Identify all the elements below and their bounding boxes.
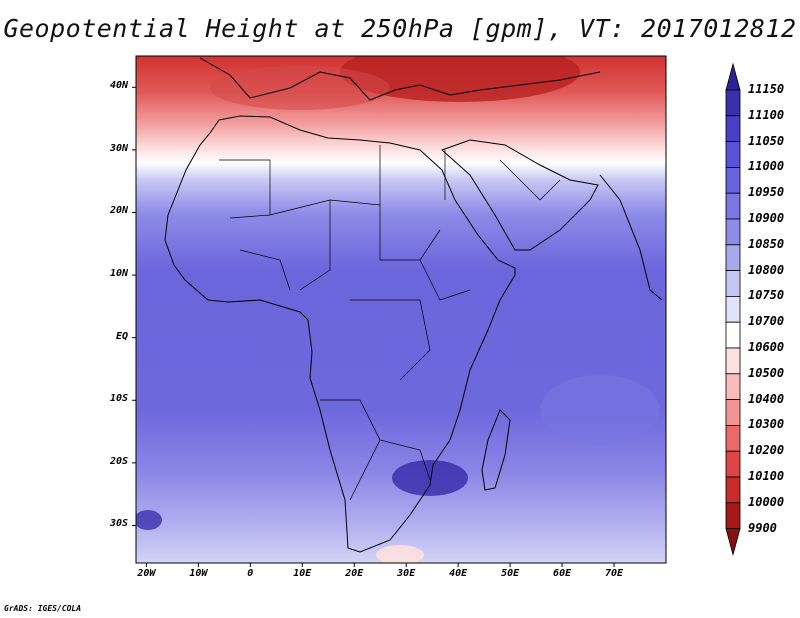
lat-tick-label: 30S	[109, 518, 128, 530]
high-southeast-africa	[392, 460, 468, 496]
colorbar-bottom-arrow	[725, 528, 741, 557]
colorbar-level-label: 10100	[748, 469, 785, 483]
coastlines	[164, 57, 663, 553]
tick-marks	[132, 86, 615, 567]
colorbar-swatch	[725, 502, 741, 529]
colorbar-level-label: 10850	[748, 236, 785, 251]
colorbar-swatch	[725, 373, 741, 400]
colorbar-swatch	[725, 270, 741, 297]
lat-tick-label: 20S	[109, 455, 128, 467]
arabia-coastline	[441, 139, 599, 251]
colorbar-level-label: 11150	[748, 82, 785, 96]
colorbar-level-label: 11100	[748, 107, 785, 122]
lon-tick-label: 20E	[345, 568, 364, 579]
colorbar-level-label: 10000	[748, 494, 785, 509]
colorbar-swatch	[725, 347, 741, 375]
colorbar-level-label: 10600	[748, 340, 785, 354]
colorbar-level-label: 10800	[748, 262, 785, 277]
lon-tick-label: 0	[247, 568, 254, 579]
colorbar-level-label: 10750	[748, 288, 785, 303]
lon-tick-label: 10E	[293, 568, 312, 579]
lon-tick-label: 20W	[137, 568, 156, 579]
contour-field	[136, 56, 666, 563]
lon-tick-label: 10W	[189, 568, 208, 579]
colorbar-level-label: 10500	[748, 365, 785, 380]
colorbar-swatch	[725, 424, 741, 452]
lon-tick-label: 30E	[397, 568, 416, 579]
lat-tick-label: EQ	[115, 330, 128, 342]
colorbar-swatch	[725, 141, 741, 168]
indian-ocean-patch	[540, 375, 660, 445]
lat-tick-label: 10S	[109, 393, 128, 405]
colorbar-swatch	[725, 166, 741, 194]
colorbar-level-label: 10950	[748, 185, 785, 200]
lon-tick-label: 40E	[449, 568, 468, 579]
country-borders	[219, 145, 561, 501]
madagascar-coastline	[481, 409, 511, 491]
ridge-west	[210, 66, 390, 110]
lat-tick-label: 20N	[109, 205, 128, 217]
colorbar-swatch	[725, 192, 741, 220]
credit-text: GrADS: IGES/COLA	[4, 604, 82, 613]
map-title: Geopotential Height at 250hPa [gpm], VT:…	[3, 14, 797, 43]
colorbar-level-label: 11000	[748, 159, 785, 174]
lat-tick-label: 30N	[109, 142, 128, 154]
colorbar-swatch	[725, 218, 741, 246]
colorbar-swatch	[725, 89, 741, 117]
south-low-patch	[376, 545, 424, 563]
lon-tick-label: 70E	[605, 568, 624, 579]
southwest-atlantic-patch	[136, 510, 162, 530]
lat-tick-label: 10N	[109, 268, 128, 280]
colorbar-level-label: 10400	[748, 391, 785, 406]
colorbar-level-label: 10700	[748, 314, 785, 329]
africa-coastline	[164, 115, 516, 553]
lat-tick-label: 40N	[109, 80, 128, 92]
lon-tick-label: 60E	[553, 568, 572, 579]
colorbar-swatch	[725, 450, 741, 478]
lon-tick-label: 50E	[501, 568, 520, 579]
colorbar-level-label: 10200	[748, 443, 785, 458]
colorbar	[725, 62, 741, 557]
ridge-core	[340, 56, 580, 102]
europe-coastline	[199, 57, 601, 101]
colorbar-level-label: 10900	[748, 211, 785, 225]
colorbar-top-arrow	[725, 62, 741, 91]
colorbar-swatch	[725, 321, 741, 349]
colorbar-level-label: 11050	[748, 133, 785, 148]
colorbar-level-label: 9900	[748, 520, 777, 535]
colorbar-swatch	[725, 295, 741, 323]
plot-frame	[135, 55, 667, 564]
colorbar-swatch	[725, 399, 741, 426]
colorbar-swatch	[725, 115, 741, 143]
colorbar-level-label: 10300	[748, 417, 785, 432]
colorbar-swatch	[725, 476, 741, 504]
india-coastline	[599, 174, 663, 301]
colorbar-swatch	[725, 244, 741, 272]
